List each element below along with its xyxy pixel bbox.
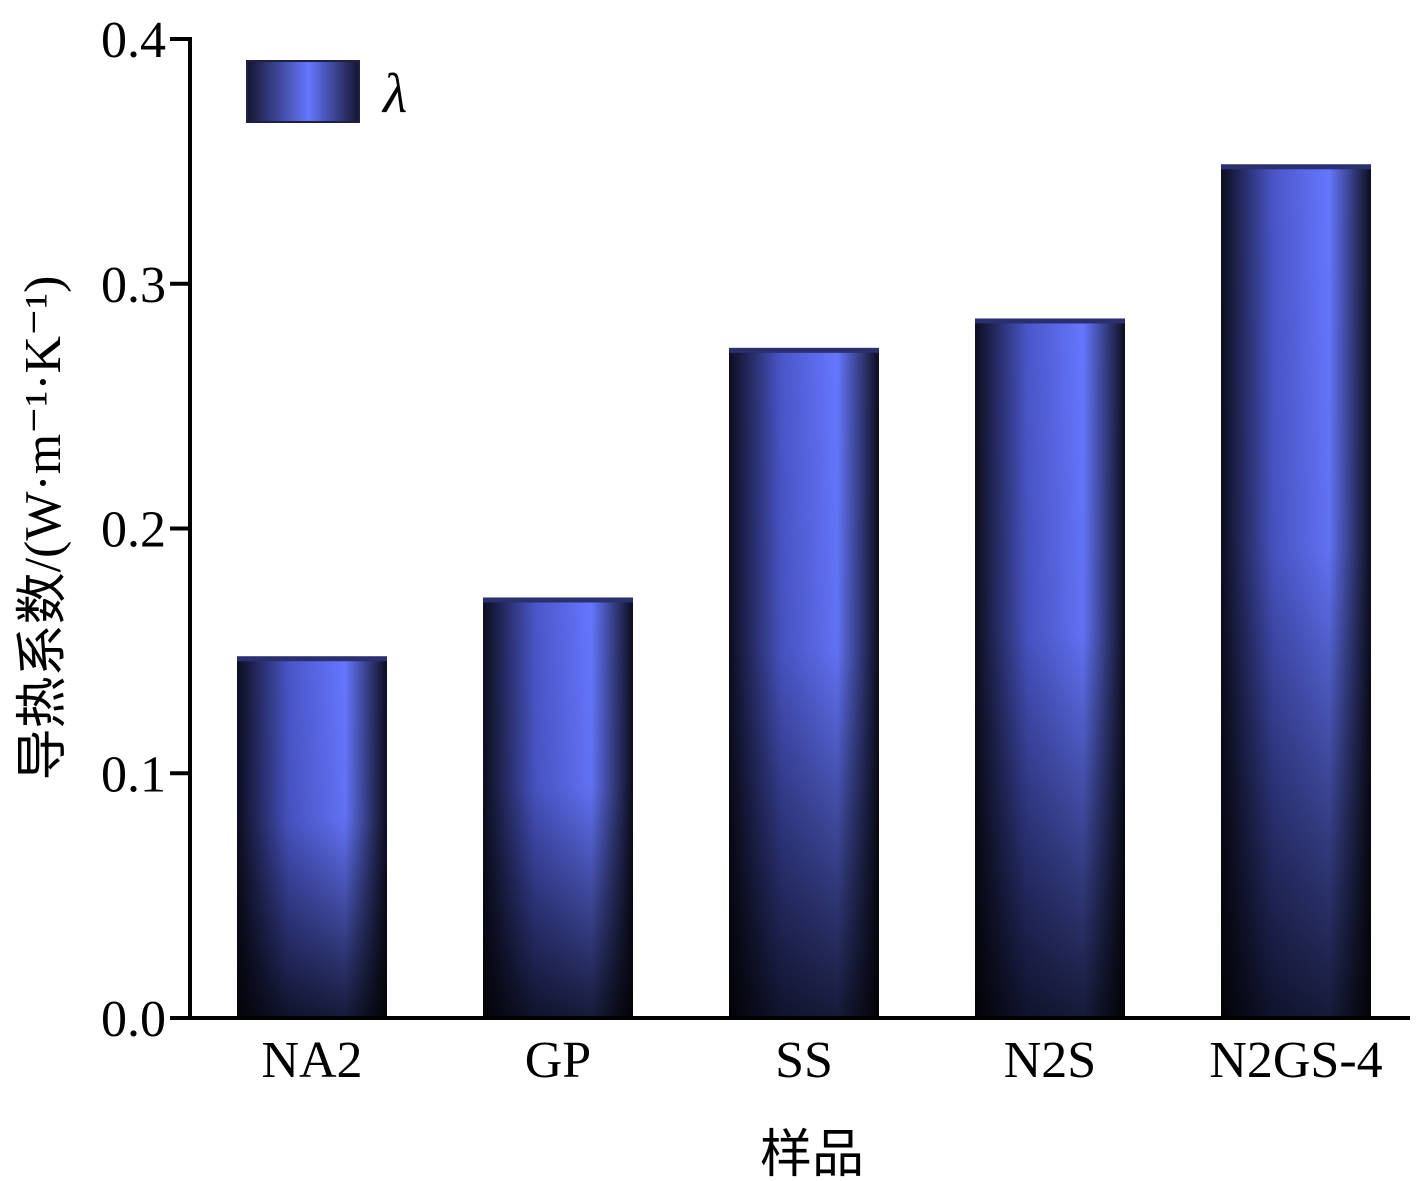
y-axis-title: 导热系数/(W·m⁻¹·K⁻¹)	[15, 276, 72, 781]
bar-shade-n2gs-4	[1221, 166, 1371, 1018]
bar-shade-na2	[237, 658, 387, 1018]
y-tick-label: 0.4	[101, 12, 166, 69]
legend-swatch	[246, 60, 360, 123]
legend: λ	[246, 60, 407, 125]
y-tick-label: 0.1	[101, 746, 166, 803]
x-category-label: NA2	[261, 1032, 362, 1089]
bar-shade-gp	[483, 599, 633, 1018]
bar-top-edge	[729, 347, 879, 353]
x-category-label: SS	[775, 1032, 833, 1089]
bar-top-edge	[1221, 164, 1371, 170]
y-tick-label: 0.2	[101, 502, 166, 559]
x-category-label: N2S	[1004, 1032, 1096, 1089]
bar-shade-n2s	[975, 320, 1125, 1018]
bar-top-edge	[483, 597, 633, 603]
y-ticks-group: 0.0 0.1 0.2 0.3 0.4	[101, 12, 190, 1048]
y-tick-label: 0.3	[101, 257, 166, 314]
x-axis-title: 样品	[760, 1127, 864, 1181]
bar-top-edge	[237, 656, 387, 662]
x-category-label: GP	[525, 1032, 591, 1089]
bar-shade-ss	[729, 349, 879, 1018]
x-labels-group: NA2 GP SS N2S N2GS-4	[261, 1032, 1382, 1089]
x-category-label: N2GS-4	[1209, 1032, 1382, 1089]
legend-label: λ	[381, 63, 407, 125]
bars-group	[237, 164, 1371, 1018]
bar-top-edge	[975, 318, 1125, 324]
y-tick-label: 0.0	[101, 991, 166, 1048]
